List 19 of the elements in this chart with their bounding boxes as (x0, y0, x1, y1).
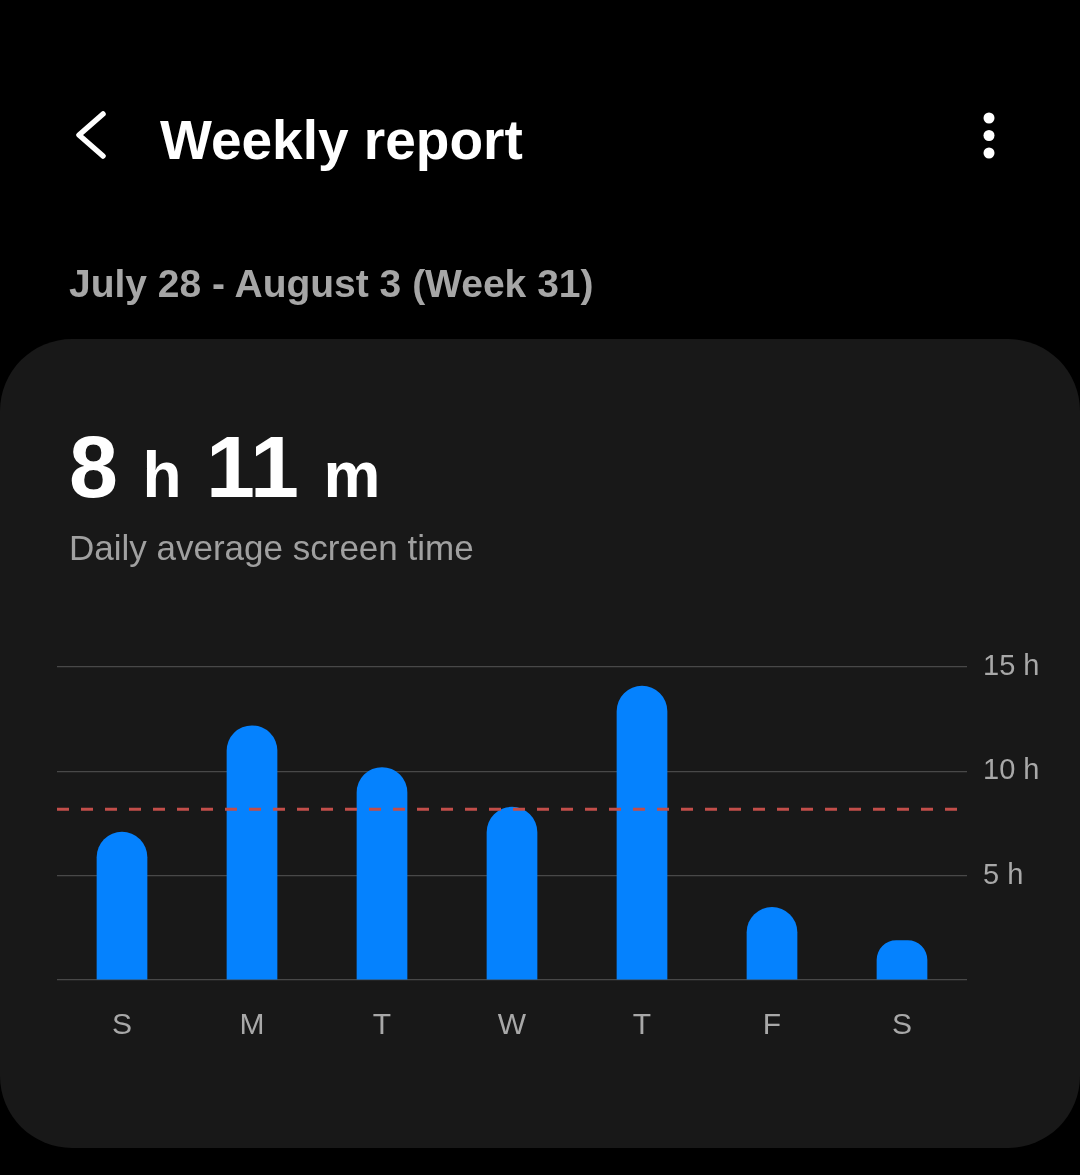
bar (226, 725, 278, 980)
x-tick-label: S (891, 1007, 913, 1041)
y-tick-label: 10 h (983, 753, 1040, 786)
bar (616, 685, 668, 980)
x-tick-label: T (372, 1007, 392, 1041)
chart-subtitle: July 28 - August 3 (Week 31) (69, 262, 594, 305)
bar (96, 831, 148, 980)
x-tick-label: F (762, 1007, 782, 1041)
text: 8 h 11 m (69, 417, 381, 516)
chart-title: Weekly report (160, 109, 523, 171)
text: Daily average screen time (69, 528, 474, 567)
bar (356, 767, 408, 980)
x-tick-label: W (497, 1007, 527, 1041)
x-tick-label: T (632, 1007, 652, 1041)
y-tick-label: 15 h (983, 649, 1040, 681)
bar (486, 806, 538, 980)
x-tick-label: M (239, 1007, 265, 1041)
x-tick-label: S (111, 1007, 133, 1041)
y-tick-label: 5 h (983, 857, 1024, 890)
